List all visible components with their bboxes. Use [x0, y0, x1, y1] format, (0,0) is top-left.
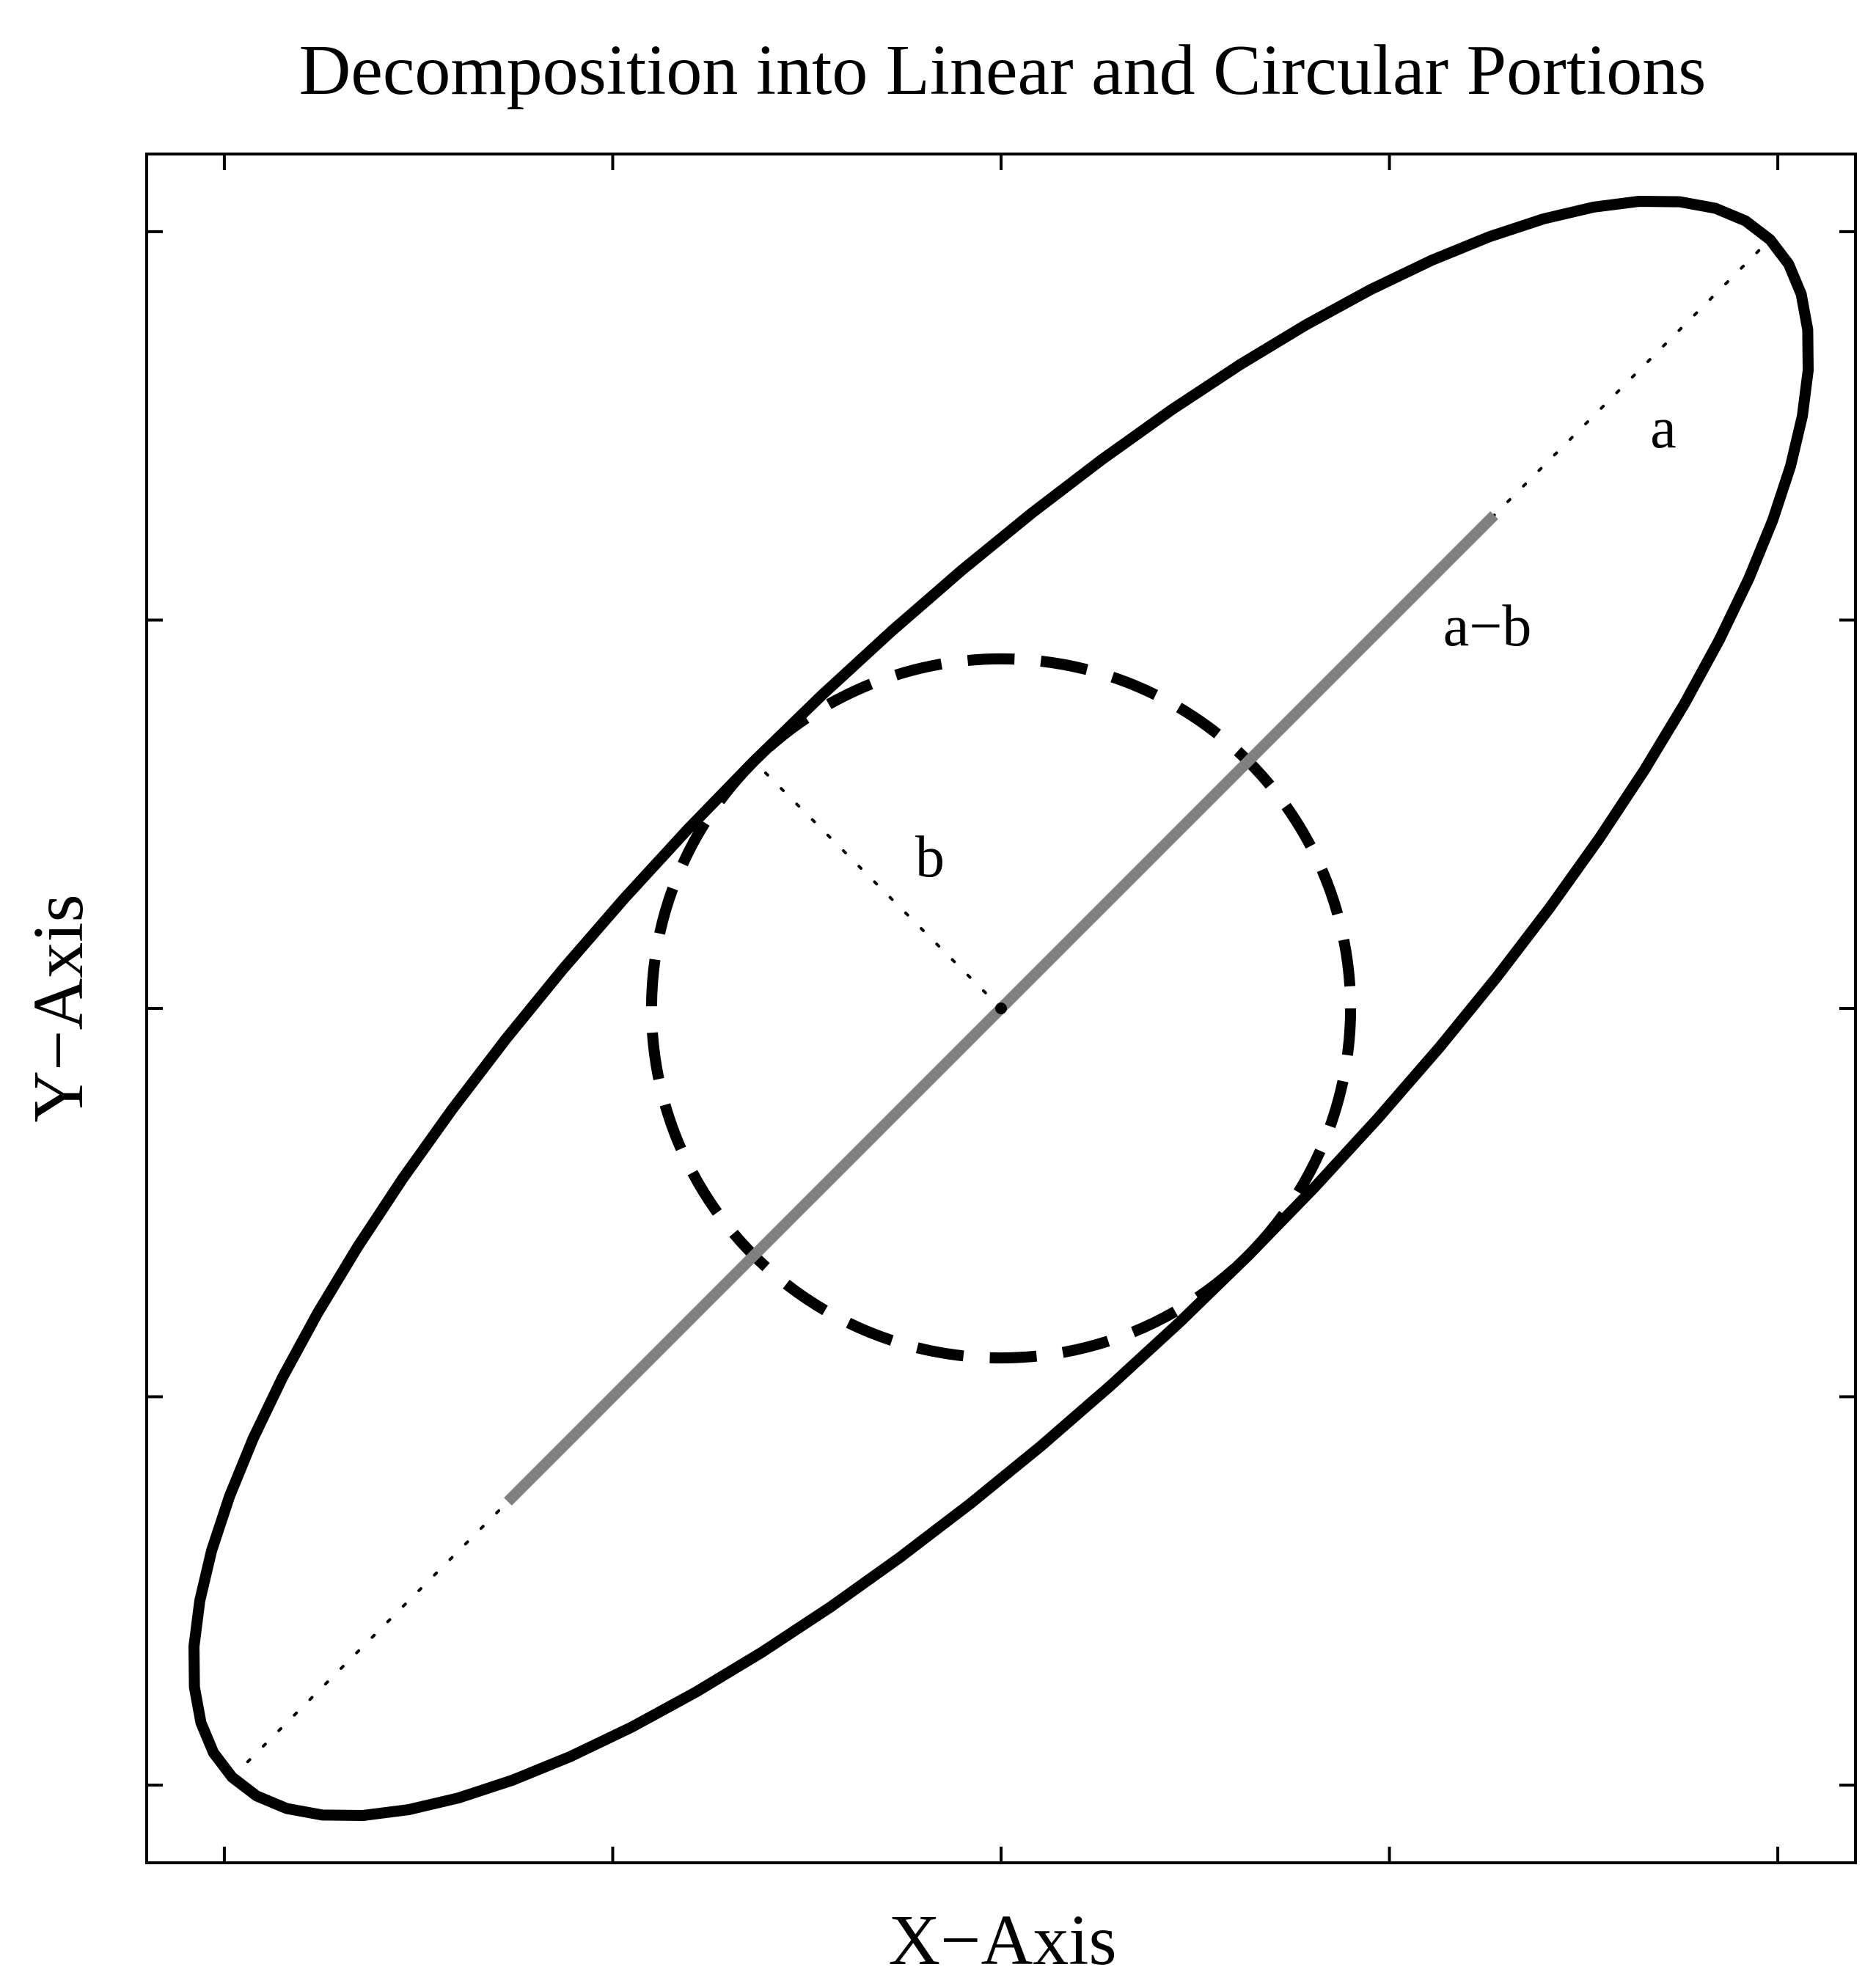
chart-title: Decomposition into Linear and Circular P… — [299, 31, 1707, 110]
label-b: b — [915, 825, 945, 890]
label-a: a — [1650, 396, 1677, 461]
y-axis-label: Y−Axis — [19, 894, 98, 1122]
axis-ticks — [147, 154, 1855, 1863]
center-point — [995, 1003, 1007, 1014]
label-a-minus-b: a−b — [1443, 594, 1532, 659]
x-axis-label: X−Axis — [888, 1901, 1116, 1980]
circle-dashed — [645, 653, 1357, 1364]
radius-b-dotted-line — [752, 759, 1003, 1010]
